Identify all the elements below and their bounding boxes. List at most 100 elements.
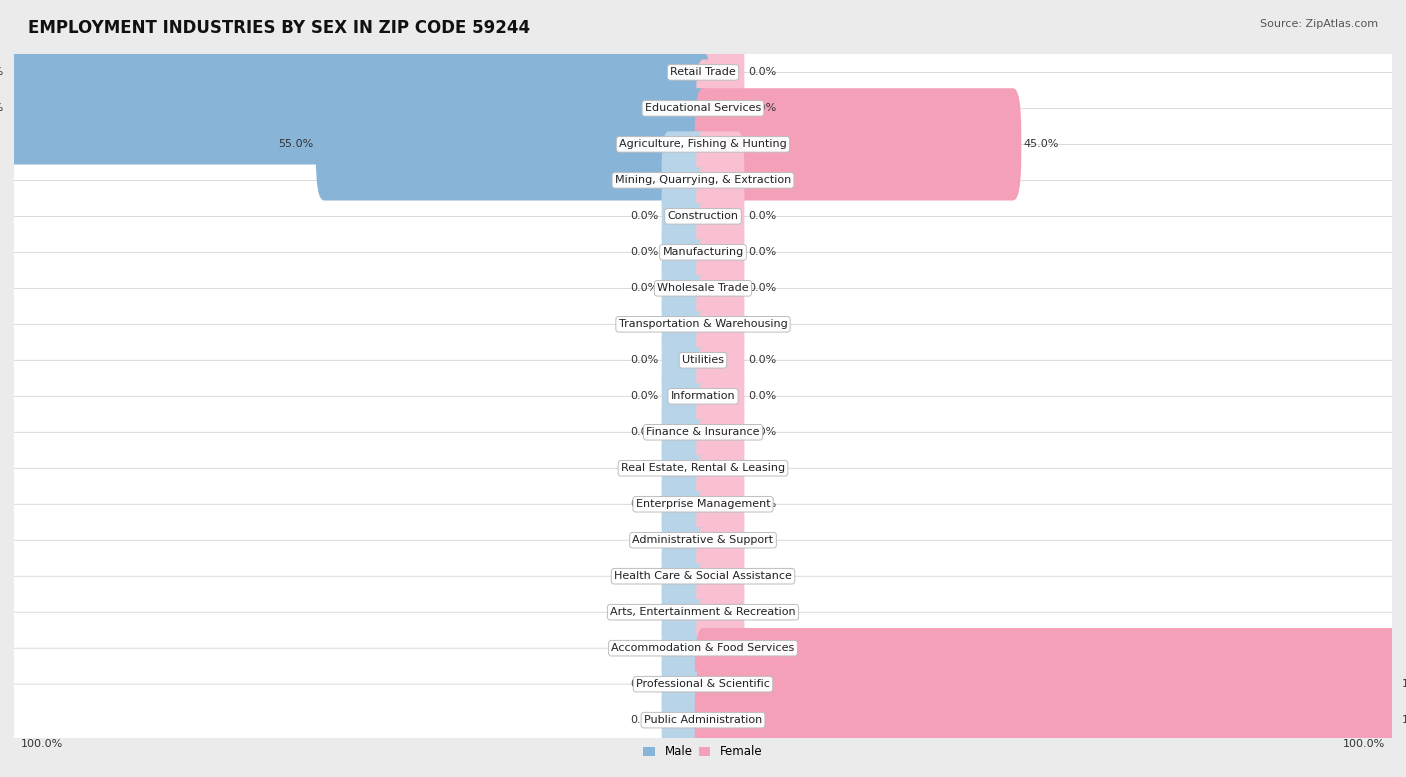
FancyBboxPatch shape [696,167,744,265]
FancyBboxPatch shape [696,239,744,337]
Text: Construction: Construction [668,211,738,221]
Text: Public Administration: Public Administration [644,715,762,725]
FancyBboxPatch shape [696,347,744,445]
FancyBboxPatch shape [11,612,1395,685]
FancyBboxPatch shape [662,131,710,229]
Text: 0.0%: 0.0% [748,247,776,257]
FancyBboxPatch shape [696,491,744,589]
FancyBboxPatch shape [662,599,710,697]
Text: 0.0%: 0.0% [630,535,658,545]
FancyBboxPatch shape [11,288,1395,361]
FancyBboxPatch shape [696,204,744,301]
FancyBboxPatch shape [11,324,1395,396]
FancyBboxPatch shape [6,16,711,128]
FancyBboxPatch shape [696,528,744,625]
Text: 100.0%: 100.0% [1402,715,1406,725]
FancyBboxPatch shape [11,540,1395,612]
FancyBboxPatch shape [11,216,1395,288]
Text: 0.0%: 0.0% [748,211,776,221]
Text: Information: Information [671,392,735,401]
FancyBboxPatch shape [11,180,1395,253]
Text: 0.0%: 0.0% [748,500,776,509]
Text: 0.0%: 0.0% [748,535,776,545]
FancyBboxPatch shape [11,396,1395,469]
Text: Agriculture, Fishing & Hunting: Agriculture, Fishing & Hunting [619,139,787,149]
FancyBboxPatch shape [11,504,1395,577]
FancyBboxPatch shape [6,52,711,165]
FancyBboxPatch shape [662,491,710,589]
FancyBboxPatch shape [696,420,744,517]
Text: 0.0%: 0.0% [630,715,658,725]
FancyBboxPatch shape [696,23,744,121]
FancyBboxPatch shape [662,563,710,661]
Text: 0.0%: 0.0% [748,571,776,581]
Text: 0.0%: 0.0% [748,284,776,293]
Text: 0.0%: 0.0% [630,211,658,221]
Text: 0.0%: 0.0% [630,392,658,401]
FancyBboxPatch shape [696,131,744,229]
FancyBboxPatch shape [662,312,710,409]
FancyBboxPatch shape [696,59,744,157]
Text: Enterprise Management: Enterprise Management [636,500,770,509]
Text: Transportation & Warehousing: Transportation & Warehousing [619,319,787,329]
Text: 0.0%: 0.0% [748,176,776,186]
Text: 0.0%: 0.0% [630,463,658,473]
Text: 0.0%: 0.0% [748,607,776,617]
Text: Administrative & Support: Administrative & Support [633,535,773,545]
FancyBboxPatch shape [11,685,1395,756]
FancyBboxPatch shape [696,599,744,697]
FancyBboxPatch shape [662,204,710,301]
Text: Accommodation & Food Services: Accommodation & Food Services [612,643,794,653]
Text: 0.0%: 0.0% [630,679,658,689]
FancyBboxPatch shape [662,455,710,553]
FancyBboxPatch shape [662,636,710,733]
Text: Wholesale Trade: Wholesale Trade [657,284,749,293]
Text: Health Care & Social Assistance: Health Care & Social Assistance [614,571,792,581]
Text: 0.0%: 0.0% [748,103,776,113]
Text: 0.0%: 0.0% [630,571,658,581]
FancyBboxPatch shape [316,89,711,200]
Text: EMPLOYMENT INDUSTRIES BY SEX IN ZIP CODE 59244: EMPLOYMENT INDUSTRIES BY SEX IN ZIP CODE… [28,19,530,37]
Text: 0.0%: 0.0% [630,284,658,293]
Text: Mining, Quarrying, & Extraction: Mining, Quarrying, & Extraction [614,176,792,186]
Text: Finance & Insurance: Finance & Insurance [647,427,759,437]
Text: 0.0%: 0.0% [748,643,776,653]
FancyBboxPatch shape [662,420,710,517]
Text: 100.0%: 100.0% [1402,679,1406,689]
FancyBboxPatch shape [696,383,744,481]
Text: 0.0%: 0.0% [630,247,658,257]
FancyBboxPatch shape [695,664,1400,776]
Text: Professional & Scientific: Professional & Scientific [636,679,770,689]
FancyBboxPatch shape [11,432,1395,504]
FancyBboxPatch shape [11,469,1395,540]
FancyBboxPatch shape [662,239,710,337]
Text: 0.0%: 0.0% [748,427,776,437]
Text: 55.0%: 55.0% [278,139,314,149]
Text: 0.0%: 0.0% [630,176,658,186]
Text: 100.0%: 100.0% [21,739,63,749]
Text: 0.0%: 0.0% [630,500,658,509]
Text: 45.0%: 45.0% [1024,139,1059,149]
Legend: Male, Female: Male, Female [638,740,768,763]
FancyBboxPatch shape [11,108,1395,180]
FancyBboxPatch shape [696,563,744,661]
Text: 100.0%: 100.0% [0,103,4,113]
FancyBboxPatch shape [662,347,710,445]
FancyBboxPatch shape [696,312,744,409]
FancyBboxPatch shape [11,37,1395,108]
Text: 0.0%: 0.0% [748,68,776,78]
FancyBboxPatch shape [11,253,1395,324]
Text: Source: ZipAtlas.com: Source: ZipAtlas.com [1260,19,1378,30]
FancyBboxPatch shape [662,671,710,769]
FancyBboxPatch shape [662,383,710,481]
Text: 0.0%: 0.0% [748,392,776,401]
FancyBboxPatch shape [11,361,1395,432]
FancyBboxPatch shape [11,72,1395,145]
Text: 0.0%: 0.0% [630,427,658,437]
FancyBboxPatch shape [11,648,1395,720]
Text: 0.0%: 0.0% [748,355,776,365]
FancyBboxPatch shape [695,89,1021,200]
FancyBboxPatch shape [696,455,744,553]
Text: Arts, Entertainment & Recreation: Arts, Entertainment & Recreation [610,607,796,617]
Text: 0.0%: 0.0% [748,463,776,473]
